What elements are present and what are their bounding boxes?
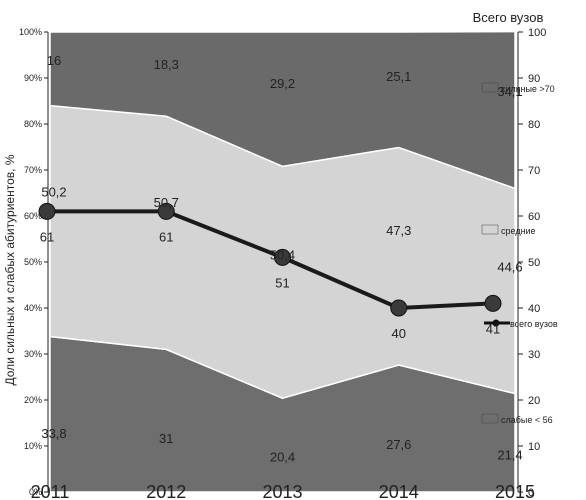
y2-tick-label: 60 bbox=[528, 211, 540, 223]
y2-tick-label: 0 bbox=[528, 487, 534, 499]
y-tick-label: 60% bbox=[24, 211, 42, 221]
area-data-label: 31 bbox=[159, 431, 173, 446]
y2-tick-label: 20 bbox=[528, 395, 540, 407]
area-data-label: 33,8 bbox=[41, 426, 66, 441]
total-point bbox=[484, 294, 502, 312]
y-tick-label: 90% bbox=[24, 73, 42, 83]
total-data-label: 61 bbox=[159, 229, 173, 244]
total-point bbox=[274, 248, 291, 266]
y2-tick-label: 10 bbox=[528, 441, 540, 453]
line-layer bbox=[38, 202, 502, 317]
y-tick-label: 40% bbox=[24, 303, 42, 313]
area-strong bbox=[49, 30, 516, 190]
y2-tick-label: 80 bbox=[528, 119, 540, 131]
total-point bbox=[157, 202, 175, 220]
legend-weak-swatch bbox=[481, 413, 499, 424]
y-axis-label: Доли сильных и слабых абитуриентов, % bbox=[3, 154, 17, 385]
area-data-label: 27,6 bbox=[386, 437, 411, 452]
y-tick-label: 0% bbox=[29, 487, 42, 497]
area-data-label: 18,3 bbox=[154, 57, 179, 72]
area-layer bbox=[49, 30, 516, 493]
y-tick-label: 50% bbox=[24, 257, 42, 267]
area-data-label: 50,2 bbox=[41, 184, 66, 199]
area-data-label: 47,3 bbox=[386, 223, 411, 238]
y-tick-label: 20% bbox=[24, 395, 42, 405]
x-tick-label: 2012 bbox=[146, 482, 186, 500]
y-tick-label: 70% bbox=[24, 165, 42, 175]
area-data-label: 29,2 bbox=[270, 76, 295, 91]
y2-tick-label: 90 bbox=[528, 73, 540, 85]
y2-tick-label: 40 bbox=[528, 303, 540, 315]
legend-total-label: всего вузов bbox=[510, 319, 558, 329]
legend: сильные >70 средние слабые < 56 всего вузов bbox=[481, 82, 558, 425]
y2-tick-label: 50 bbox=[528, 257, 540, 269]
area-data-label: 25,1 bbox=[386, 69, 411, 84]
legend-total-marker bbox=[492, 319, 500, 327]
labels-layer: 33,8 31 20,4 27,6 21,4 50,2 50,7 50,4 47,3 44,6 16… bbox=[40, 53, 523, 464]
x-tick-label: 2015 bbox=[495, 482, 535, 500]
area-data-label: 50,4 bbox=[270, 247, 295, 262]
legend-middle-swatch bbox=[481, 224, 499, 235]
area-data-label: 50,7 bbox=[154, 195, 179, 210]
area-data-label: 20,4 bbox=[270, 449, 295, 464]
area-data-label: 34,1 bbox=[497, 84, 522, 99]
legend-strong-label: сильные >70 bbox=[501, 84, 555, 94]
area-data-label: 16 bbox=[47, 53, 61, 68]
total-point bbox=[390, 299, 408, 317]
y2-tick-label: 100 bbox=[528, 27, 546, 39]
legend-middle-label: средние bbox=[501, 226, 536, 236]
y-tick-label: 10% bbox=[24, 441, 42, 451]
area-data-label: 44,6 bbox=[497, 259, 522, 274]
axes-layer: 0% 10% 20% 30% 40% 50% 60% 70% 80% 90% 100% 0 10 20 30… bbox=[19, 27, 546, 500]
y-tick-label: 100% bbox=[19, 27, 42, 37]
legend-weak-label: слабые < 56 bbox=[501, 415, 553, 425]
total-data-label: 40 bbox=[392, 326, 406, 341]
x-tick-label: 2013 bbox=[262, 482, 302, 500]
x-tick-label: 2011 bbox=[31, 482, 70, 500]
y2-tick-label: 70 bbox=[528, 165, 540, 177]
y-tick-label: 80% bbox=[24, 119, 42, 129]
y2-tick-label: 30 bbox=[528, 349, 540, 361]
area-data-label: 21,4 bbox=[497, 448, 522, 463]
y2-axis-label: Всего вузов bbox=[473, 10, 544, 25]
total-data-label: 61 bbox=[40, 229, 54, 244]
total-data-label: 51 bbox=[275, 275, 289, 290]
y-tick-label: 30% bbox=[24, 349, 42, 359]
total-point bbox=[38, 202, 56, 220]
legend-strong-swatch bbox=[481, 82, 499, 93]
x-tick-label: 2014 bbox=[379, 482, 419, 500]
